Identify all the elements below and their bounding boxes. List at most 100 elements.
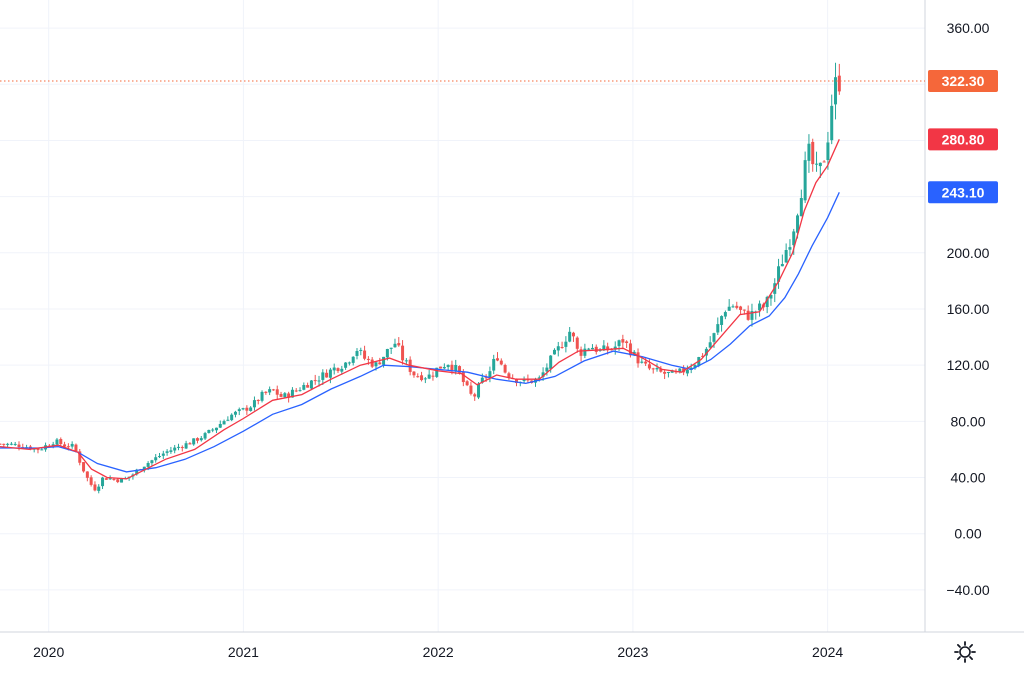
- candle-up[interactable]: [731, 306, 735, 308]
- candle-down[interactable]: [287, 393, 291, 398]
- candle-down[interactable]: [469, 385, 473, 394]
- candle-up[interactable]: [321, 372, 325, 380]
- candle-down[interactable]: [450, 364, 454, 371]
- candle-up[interactable]: [788, 247, 792, 250]
- candle-down[interactable]: [0, 443, 2, 445]
- candle-down[interactable]: [59, 439, 63, 445]
- candle-up[interactable]: [317, 380, 321, 382]
- candle-up[interactable]: [55, 439, 59, 445]
- candle-down[interactable]: [647, 364, 651, 369]
- candle-down[interactable]: [245, 407, 249, 411]
- candle-up[interactable]: [230, 414, 234, 421]
- candle-up[interactable]: [640, 361, 644, 363]
- candle-down[interactable]: [625, 341, 629, 344]
- candle-up[interactable]: [723, 312, 727, 317]
- candle-up[interactable]: [13, 443, 17, 445]
- candle-up[interactable]: [142, 466, 146, 471]
- candle-up[interactable]: [765, 296, 769, 308]
- candle-up[interactable]: [199, 438, 203, 441]
- candle-up[interactable]: [815, 163, 819, 165]
- candle-up[interactable]: [51, 444, 55, 446]
- candle-up[interactable]: [260, 391, 264, 401]
- candle-up[interactable]: [693, 365, 697, 369]
- candle-up[interactable]: [587, 348, 591, 350]
- candle-down[interactable]: [275, 389, 279, 395]
- candle-up[interactable]: [792, 231, 796, 246]
- candle-down[interactable]: [180, 447, 184, 449]
- candle-down[interactable]: [439, 366, 443, 369]
- candle-up[interactable]: [211, 429, 215, 431]
- candle-down[interactable]: [606, 346, 610, 351]
- candle-up[interactable]: [758, 303, 762, 311]
- candle-down[interactable]: [496, 358, 500, 361]
- candle-up[interactable]: [385, 348, 389, 358]
- candle-down[interactable]: [636, 352, 640, 364]
- candle-down[interactable]: [458, 366, 462, 373]
- candle-down[interactable]: [663, 371, 667, 374]
- candle-down[interactable]: [837, 75, 841, 92]
- candle-up[interactable]: [9, 443, 13, 445]
- candle-up[interactable]: [492, 358, 496, 371]
- candle-up[interactable]: [720, 316, 724, 325]
- candle-up[interactable]: [165, 451, 169, 453]
- candle-up[interactable]: [480, 377, 484, 383]
- candle-up[interactable]: [552, 349, 556, 355]
- candle-up[interactable]: [488, 371, 492, 378]
- candle-up[interactable]: [252, 400, 256, 408]
- candle-up[interactable]: [207, 429, 211, 433]
- candle-down[interactable]: [325, 372, 329, 378]
- candle-up[interactable]: [685, 370, 689, 374]
- candle-up[interactable]: [830, 105, 834, 141]
- candle-up[interactable]: [727, 306, 731, 311]
- candle-down[interactable]: [822, 161, 826, 163]
- candle-up[interactable]: [590, 347, 594, 350]
- candle-up[interactable]: [351, 356, 355, 363]
- candle-up[interactable]: [549, 355, 553, 369]
- candle-down[interactable]: [294, 390, 298, 392]
- candle-down[interactable]: [465, 381, 469, 386]
- candle-up[interactable]: [192, 438, 196, 445]
- candle-up[interactable]: [222, 421, 226, 425]
- candle-up[interactable]: [435, 367, 439, 377]
- candle-up[interactable]: [249, 407, 253, 411]
- candle-up[interactable]: [340, 368, 344, 372]
- candle-up[interactable]: [135, 469, 139, 475]
- candle-up[interactable]: [784, 250, 788, 263]
- candle-down[interactable]: [279, 394, 283, 397]
- candle-up[interactable]: [226, 419, 230, 421]
- candle-up[interactable]: [298, 390, 302, 392]
- candle-down[interactable]: [420, 375, 424, 381]
- candle-up[interactable]: [302, 385, 306, 390]
- candle-up[interactable]: [446, 364, 450, 368]
- candle-up[interactable]: [583, 348, 587, 356]
- candle-down[interactable]: [370, 359, 374, 367]
- candle-down[interactable]: [507, 373, 511, 378]
- candle-up[interactable]: [382, 356, 386, 365]
- candle-up[interactable]: [393, 343, 397, 348]
- candle-down[interactable]: [401, 345, 405, 361]
- candle-down[interactable]: [306, 385, 310, 388]
- candle-down[interactable]: [378, 362, 382, 365]
- candle-up[interactable]: [716, 324, 720, 333]
- candle-up[interactable]: [568, 331, 572, 342]
- candle-down[interactable]: [336, 368, 340, 372]
- candle-up[interactable]: [556, 346, 560, 351]
- candle-up[interactable]: [158, 456, 162, 458]
- candle-up[interactable]: [427, 374, 431, 379]
- candle-up[interactable]: [290, 389, 294, 398]
- candle-down[interactable]: [735, 305, 739, 308]
- candle-up[interactable]: [442, 366, 446, 369]
- candle-down[interactable]: [66, 446, 70, 448]
- candle-down[interactable]: [256, 399, 260, 402]
- candle-up[interactable]: [477, 383, 481, 398]
- candle-up[interactable]: [40, 449, 44, 451]
- candle-up[interactable]: [404, 360, 408, 362]
- candle-up[interactable]: [146, 463, 150, 467]
- candle-down[interactable]: [195, 438, 199, 441]
- candle-down[interactable]: [412, 371, 416, 376]
- candle-up[interactable]: [799, 198, 803, 217]
- candle-down[interactable]: [579, 349, 583, 356]
- candle-up[interactable]: [777, 266, 781, 282]
- candle-up[interactable]: [602, 345, 606, 351]
- candle-up[interactable]: [150, 460, 154, 464]
